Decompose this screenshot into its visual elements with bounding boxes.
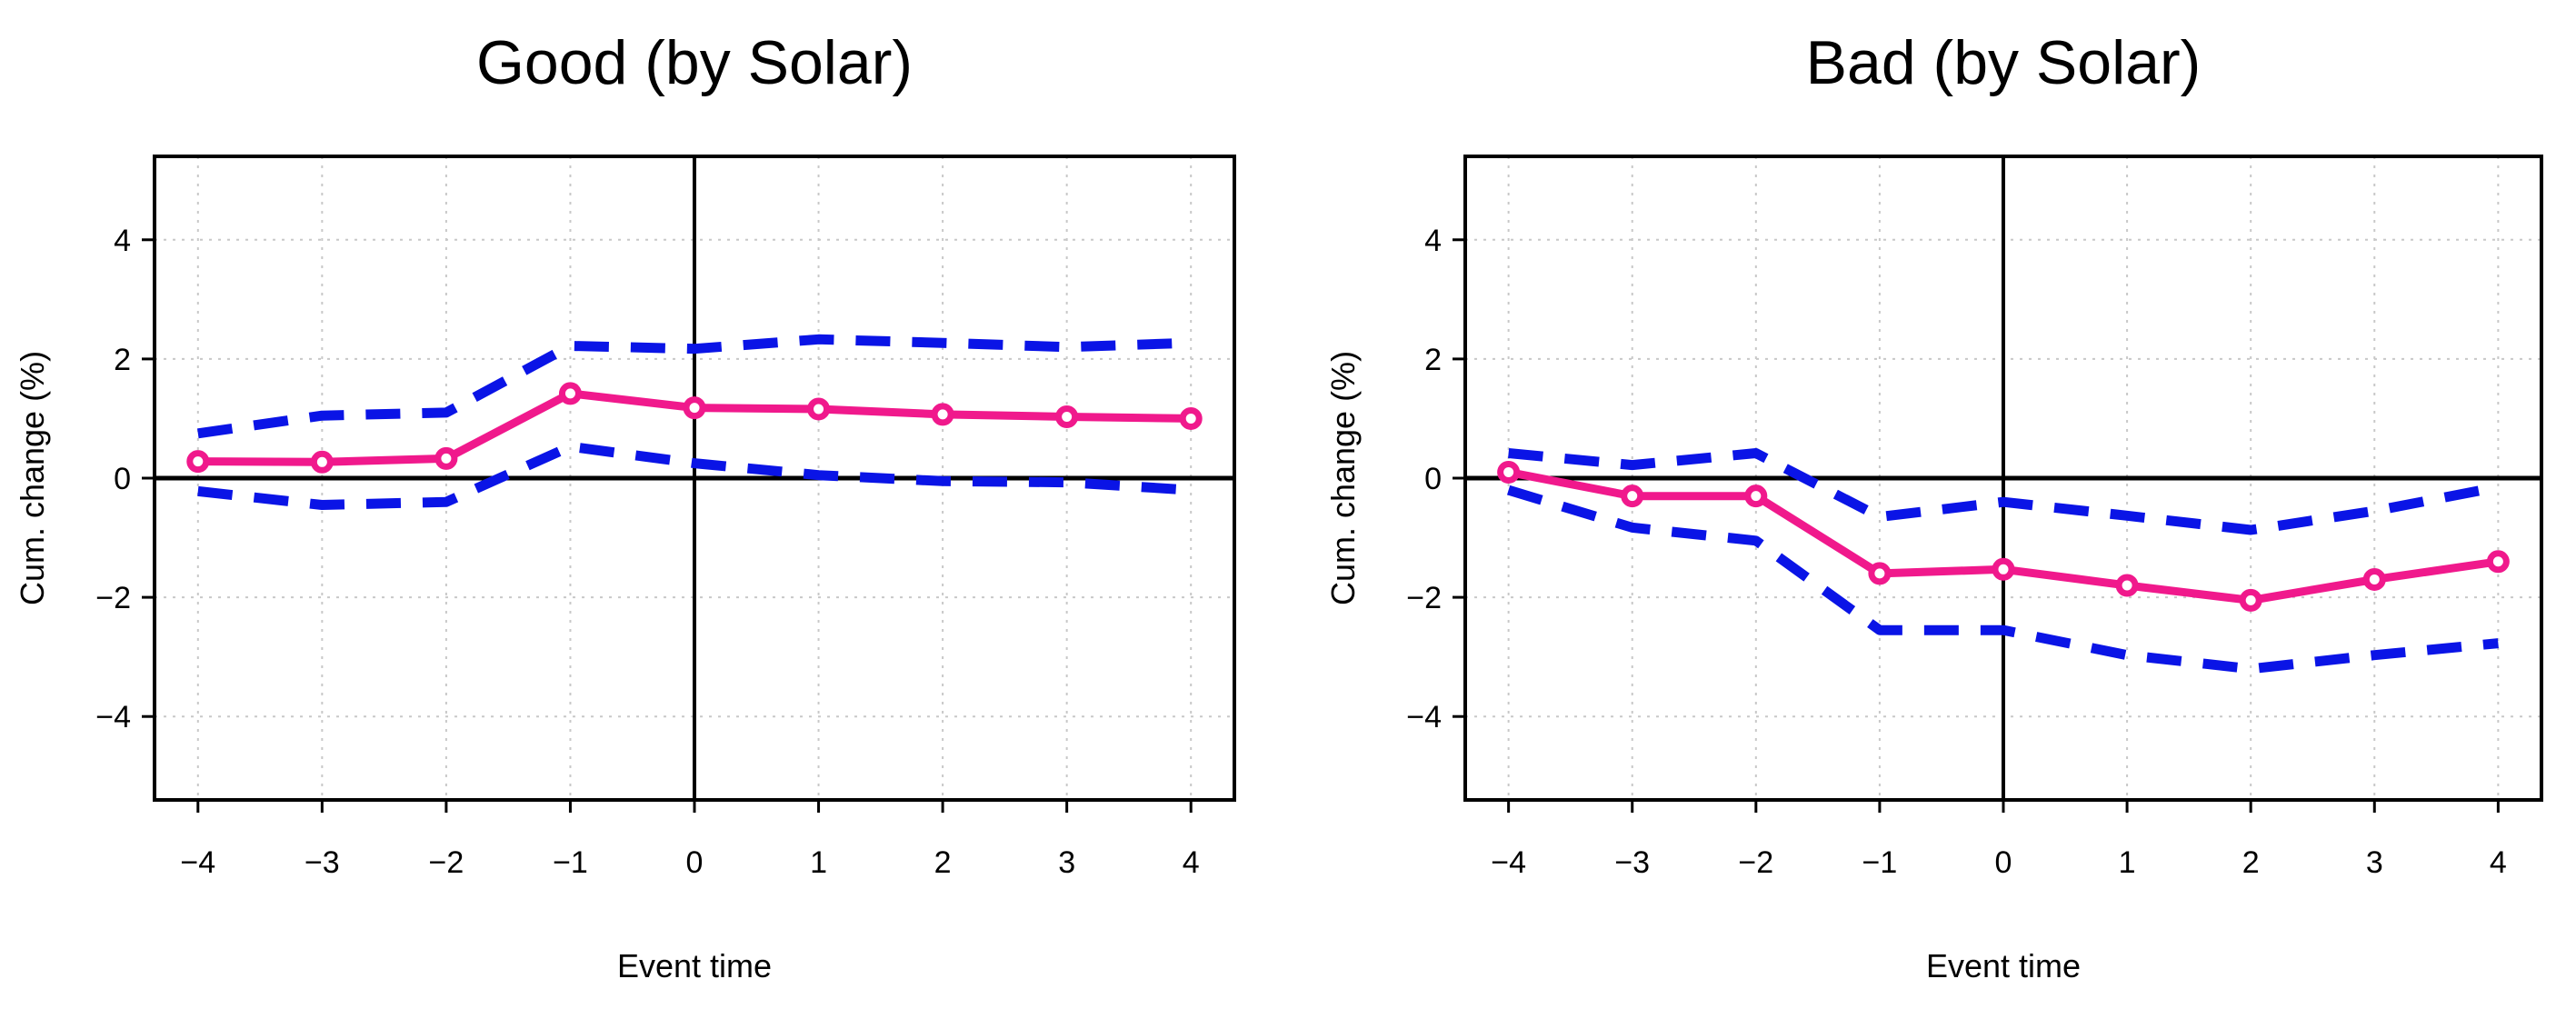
- x-tick-label: 1: [810, 845, 827, 880]
- x-tick-label: −1: [1862, 845, 1898, 880]
- series: [186, 334, 1203, 510]
- x-tick-label: −2: [429, 845, 464, 880]
- data-point-marker: [1744, 485, 1768, 508]
- grid: [155, 156, 1234, 800]
- x-tick-label: 2: [934, 845, 952, 880]
- y-tick-label: 4: [114, 224, 131, 258]
- data-point-marker: [2115, 574, 2139, 597]
- x-tick-label: 0: [686, 845, 704, 880]
- data-point-marker: [931, 403, 954, 426]
- x-tick-label: 1: [2119, 845, 2136, 880]
- x-tick-label: 2: [2242, 845, 2260, 880]
- data-point-marker: [1992, 557, 2015, 581]
- x-tick-label: 3: [1058, 845, 1075, 880]
- data-point-marker: [1621, 485, 1644, 508]
- data-point-marker: [1497, 460, 1521, 484]
- data-point-marker: [558, 382, 582, 405]
- x-ticks: −4 −3 −2 −1 0 1 2 3 4: [180, 800, 1200, 880]
- reference-lines: [155, 156, 1234, 800]
- x-tick-label: −3: [305, 845, 340, 880]
- series-lower-bound-line: [1507, 485, 2499, 674]
- y-tick-label: 2: [114, 343, 131, 377]
- y-ticks: −4 −2 0 2 4: [95, 224, 155, 734]
- y-axis-label: Cum. change (%): [1324, 351, 1362, 605]
- x-tick-label: −4: [180, 845, 215, 880]
- data-point-marker: [1055, 405, 1079, 428]
- x-axis-label: Event time: [617, 947, 772, 984]
- chart-title: Good (by Solar): [476, 28, 913, 97]
- x-tick-label: −2: [1738, 845, 1773, 880]
- x-tick-label: 4: [2490, 845, 2507, 880]
- chart-panel-bad: Bad (by Solar) −4 −3 −2 −1 0 1 2 3 4 −4 −2 0 2 4 Eve…: [1324, 28, 2543, 984]
- data-point-marker: [2362, 567, 2386, 591]
- x-axis-label: Event time: [1926, 947, 2081, 984]
- x-tick-label: −1: [553, 845, 588, 880]
- chart-title: Bad (by Solar): [1806, 28, 2202, 97]
- series: [1497, 448, 2510, 674]
- series-upper-bound-line: [197, 334, 1192, 439]
- data-point-marker: [310, 450, 334, 474]
- data-point-marker: [186, 450, 210, 474]
- x-tick-label: −3: [1614, 845, 1650, 880]
- y-tick-label: −4: [1406, 700, 1442, 734]
- x-tick-label: −4: [1491, 845, 1526, 880]
- y-tick-label: −4: [95, 700, 131, 734]
- data-point-marker: [683, 396, 706, 420]
- reference-lines: [1465, 156, 2541, 800]
- series-lower-bound-line: [197, 441, 1192, 510]
- x-tick-label: 3: [2366, 845, 2383, 880]
- x-ticks: −4 −3 −2 −1 0 1 2 3 4: [1491, 800, 2507, 880]
- x-tick-label: 0: [1995, 845, 2012, 880]
- y-tick-label: 0: [114, 462, 131, 496]
- data-point-marker: [434, 446, 458, 470]
- data-point-marker: [1179, 406, 1203, 430]
- chart-panel-good: Good (by Solar) −4 −3 −2 −1 0 1 2 3 4 −4 −2 0 2 4 Ev…: [14, 28, 1236, 984]
- y-ticks: −4 −2 0 2 4: [1406, 224, 1465, 734]
- data-point-marker: [2486, 550, 2510, 574]
- y-tick-label: 4: [1424, 224, 1442, 258]
- data-point-marker: [1868, 562, 1892, 585]
- y-tick-label: −2: [1406, 581, 1442, 615]
- y-tick-label: −2: [95, 581, 131, 615]
- y-tick-label: 0: [1424, 462, 1442, 496]
- data-point-marker: [807, 397, 831, 421]
- y-tick-label: 2: [1424, 343, 1442, 377]
- data-point-marker: [2239, 588, 2262, 612]
- y-axis-label: Cum. change (%): [14, 351, 51, 605]
- series-upper-bound-line: [1508, 448, 2500, 535]
- x-tick-label: 4: [1183, 845, 1200, 880]
